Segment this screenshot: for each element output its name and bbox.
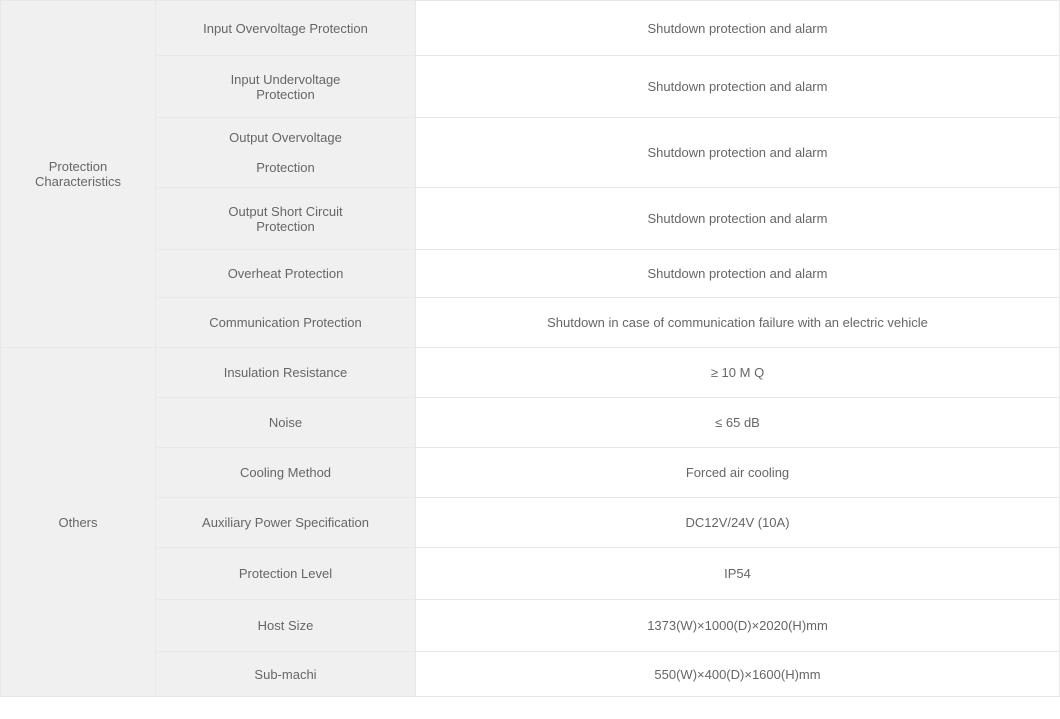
table-body: Protection Characteristics Input Overvol…	[1, 1, 1060, 697]
row-value-cell: Shutdown protection and alarm	[416, 1, 1060, 56]
row-value-cell: Shutdown in case of communication failur…	[416, 298, 1060, 348]
table-row: Output OvervoltageProtection Shutdown pr…	[1, 118, 1060, 188]
row-value-cell: IP54	[416, 548, 1060, 600]
row-label-cell: Protection Level	[156, 548, 416, 600]
row-value-cell: ≤ 65 dB	[416, 398, 1060, 448]
row-label-cell: Input UndervoltageProtection	[156, 56, 416, 118]
table-row: Overheat Protection Shutdown protection …	[1, 250, 1060, 298]
row-label-cell: Auxiliary Power Specification	[156, 498, 416, 548]
group-header-cell: Others	[1, 348, 156, 697]
row-label-cell: Output OvervoltageProtection	[156, 118, 416, 188]
specification-table: Protection Characteristics Input Overvol…	[0, 0, 1060, 697]
row-label-cell: Overheat Protection	[156, 250, 416, 298]
row-value-cell: Shutdown protection and alarm	[416, 118, 1060, 188]
table-row: Protection Characteristics Input Overvol…	[1, 1, 1060, 56]
group-header-cell: Protection Characteristics	[1, 1, 156, 348]
table-row: Auxiliary Power Specification DC12V/24V …	[1, 498, 1060, 548]
row-label-cell: Insulation Resistance	[156, 348, 416, 398]
table-row: Output Short CircuitProtection Shutdown …	[1, 188, 1060, 250]
row-label-cell: Cooling Method	[156, 448, 416, 498]
table-row: Noise ≤ 65 dB	[1, 398, 1060, 448]
row-value-cell: DC12V/24V (10A)	[416, 498, 1060, 548]
row-value-cell: Shutdown protection and alarm	[416, 188, 1060, 250]
table-row: Input UndervoltageProtection Shutdown pr…	[1, 56, 1060, 118]
row-value-cell: ≥ 10 M Q	[416, 348, 1060, 398]
row-label-text: Output Short CircuitProtection	[228, 204, 342, 234]
table-row: Communication Protection Shutdown in cas…	[1, 298, 1060, 348]
table-row: Others Insulation Resistance ≥ 10 M Q	[1, 348, 1060, 398]
row-value-cell: Forced air cooling	[416, 448, 1060, 498]
row-label-cell: Communication Protection	[156, 298, 416, 348]
row-label-cell: Host Size	[156, 600, 416, 652]
row-value-cell: Shutdown protection and alarm	[416, 250, 1060, 298]
row-label-cell: Output Short CircuitProtection	[156, 188, 416, 250]
table-row: Cooling Method Forced air cooling	[1, 448, 1060, 498]
row-label-text: Output OvervoltageProtection	[229, 130, 342, 175]
row-value-cell: Shutdown protection and alarm	[416, 56, 1060, 118]
table-row: Host Size 1373(W)×1000(D)×2020(H)mm	[1, 600, 1060, 652]
table-row: Protection Level IP54	[1, 548, 1060, 600]
row-value-cell: 1373(W)×1000(D)×2020(H)mm	[416, 600, 1060, 652]
row-label-cell: Noise	[156, 398, 416, 448]
row-label-cell: Sub-machi	[156, 652, 416, 697]
row-label-text: Input UndervoltageProtection	[231, 72, 341, 102]
row-value-cell: 550(W)×400(D)×1600(H)mm	[416, 652, 1060, 697]
row-label-cell: Input Overvoltage Protection	[156, 1, 416, 56]
table-row: Sub-machi 550(W)×400(D)×1600(H)mm	[1, 652, 1060, 697]
